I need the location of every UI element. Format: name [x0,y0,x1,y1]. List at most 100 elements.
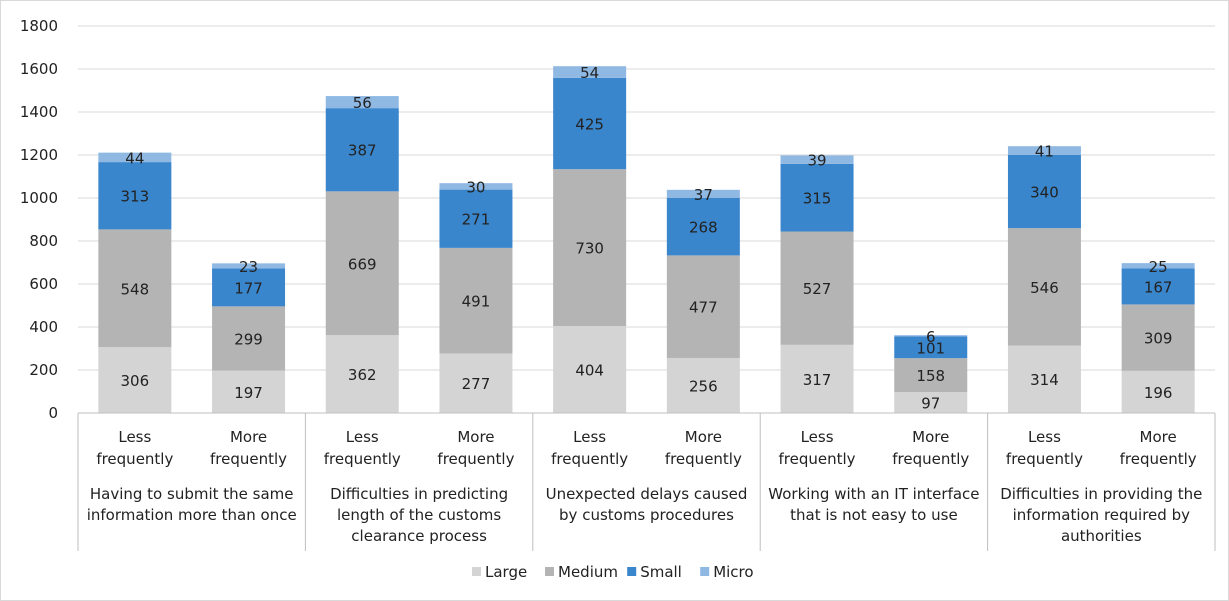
y-tick-label: 600 [29,275,58,293]
bar-stack: 362 669 387 56 [325,94,399,413]
group-label-line: Having to submit the same [90,485,294,503]
bar-segment-medium [98,229,172,348]
category-label-line: frequently [551,450,628,468]
data-label: 44 [125,149,144,167]
category-label-line: frequently [892,450,969,468]
group-label: Having to submit the same information mor… [87,485,297,524]
category-label-line: frequently [324,450,401,468]
data-label: 271 [462,211,491,229]
legend-label: Large [485,563,527,581]
bar-segment-large [325,335,399,413]
bar-stack: 197 299 177 23 [212,258,286,413]
bar-segment-small [439,189,513,248]
legend-swatch-medium [545,567,554,576]
data-label: 97 [921,395,940,413]
data-label: 268 [689,219,718,237]
bar-segment-small [212,268,286,307]
data-label: 299 [234,331,263,349]
category-label-line: frequently [779,450,856,468]
legend-label: Micro [713,563,753,581]
bar-segment-micro [894,335,968,337]
data-label: 6 [926,328,936,346]
bar-segment-large [553,326,627,413]
bar-segment-large [1121,370,1195,413]
legend-swatch-small [627,567,637,576]
data-label: 167 [1144,278,1173,296]
category-label-line: Less [573,428,606,446]
category-label-line: Less [346,428,379,446]
group-label: Difficulties in providing the information… [1000,485,1202,545]
group-label-line: information more than once [87,506,297,524]
bar-segment-medium [1007,228,1081,346]
bar-segment-large [98,347,172,413]
group-label-line: Difficulties in predicting [330,485,508,503]
legend-swatch-large [472,567,481,576]
bar-segment-medium [325,191,399,336]
category-label: More frequently [437,428,514,468]
data-label: 30 [466,178,485,196]
bar-segment-large [439,353,513,413]
group-label: Unexpected delays caused by customs proce… [546,485,748,524]
bar-segment-small [1007,155,1081,229]
group-label-line: Difficulties in providing the [1000,485,1202,503]
category-label-line: frequently [210,450,287,468]
data-label: 477 [689,299,718,317]
category-label: More frequently [1120,428,1197,468]
data-label: 730 [575,240,604,258]
bar-segment-micro [98,152,172,163]
data-label: 340 [1030,184,1059,202]
y-tick-label: 0 [48,404,58,422]
bar-stack: 256 477 268 37 [666,186,740,413]
data-label: 23 [239,258,258,276]
data-label: 39 [808,152,827,170]
group-label-line: Working with an IT interface [768,485,979,503]
bar-segment-medium [666,255,740,358]
category-label-line: frequently [1006,450,1083,468]
data-label: 491 [462,293,491,311]
group-label: Difficulties in predicting length of the … [330,485,508,545]
data-label: 101 [916,339,945,357]
bar-segment-large [894,392,968,413]
category-label-line: Less [801,428,834,446]
y-tick-label: 1200 [20,146,58,164]
bar-segment-micro [1007,146,1081,155]
legend-swatch-micro [700,567,710,576]
data-label: 56 [353,94,372,112]
category-label: Less frequently [1006,428,1083,468]
data-label: 277 [462,375,491,393]
data-label: 313 [121,188,150,206]
data-label: 315 [803,190,832,208]
category-label: More frequently [892,428,969,468]
bar-segment-small [325,108,399,192]
category-label-line: frequently [437,450,514,468]
category-label-line: More [685,428,722,446]
bar-segment-micro [666,189,740,198]
category-label: More frequently [210,428,287,468]
y-tick-label: 400 [29,318,58,336]
bar-stack: 314 546 340 41 [1007,143,1081,413]
y-tick-label: 800 [29,232,58,250]
bar-segment-micro [439,183,513,190]
category-label: Less frequently [96,428,173,468]
bar-segment-small [780,163,854,232]
bar-segment-large [780,344,854,413]
category-label-line: frequently [665,450,742,468]
category-label-line: frequently [96,450,173,468]
y-tick-label: 200 [29,361,58,379]
group-label-line: clearance process [351,527,487,545]
y-tick-label: 1000 [20,189,58,207]
y-axis: 0 200 400 600 800 1000 1200 1400 1600 1800 [20,17,58,422]
category-label: More frequently [665,428,742,468]
y-tick-label: 1400 [20,103,58,121]
data-label: 387 [348,142,377,160]
data-label: 177 [234,279,263,297]
data-label: 669 [348,255,377,273]
data-label: 196 [1144,384,1173,402]
group-label-line: information required by [1013,506,1190,524]
bar-segment-medium [780,231,854,345]
bar-segment-micro [780,155,854,164]
category-label: Less frequently [324,428,401,468]
